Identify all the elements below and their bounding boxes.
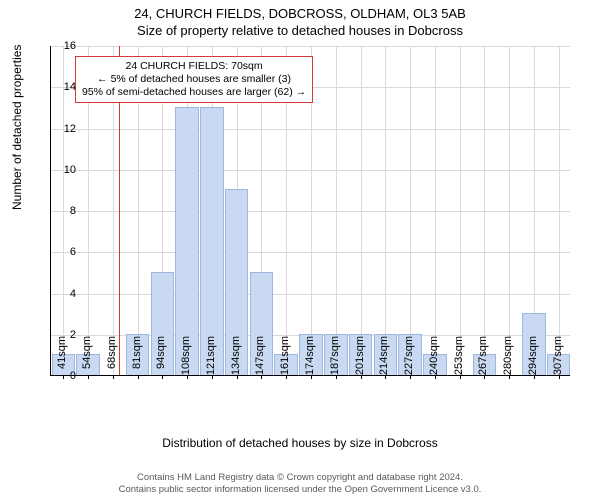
xtick-mark	[187, 375, 188, 379]
xtick-label: 54sqm	[81, 336, 93, 369]
gridline-v	[460, 46, 461, 379]
page-subtitle: Size of property relative to detached ho…	[0, 23, 600, 38]
xtick-label: 108sqm	[180, 336, 192, 375]
gridline-v	[361, 46, 362, 379]
xtick-label: 280sqm	[502, 336, 514, 375]
page-title: 24, CHURCH FIELDS, DOBCROSS, OLDHAM, OL3…	[0, 6, 600, 21]
xtick-mark	[113, 375, 114, 379]
gridline-v	[336, 46, 337, 379]
xtick-mark	[286, 375, 287, 379]
xtick-mark	[509, 375, 510, 379]
xtick-label: 240sqm	[428, 336, 440, 375]
xtick-label: 187sqm	[329, 336, 341, 375]
xtick-mark	[534, 375, 535, 379]
xtick-mark	[460, 375, 461, 379]
gridline-v	[559, 46, 560, 379]
attribution-footer: Contains HM Land Registry data © Crown c…	[0, 472, 600, 496]
xtick-mark	[484, 375, 485, 379]
xtick-label: 227sqm	[403, 336, 415, 375]
x-axis-label: Distribution of detached houses by size …	[0, 436, 600, 450]
xtick-mark	[162, 375, 163, 379]
xtick-label: 201sqm	[354, 336, 366, 375]
footer-line-1: Contains HM Land Registry data © Crown c…	[0, 472, 600, 484]
xtick-label: 81sqm	[131, 336, 143, 369]
ytick-label: 4	[70, 288, 76, 300]
xtick-mark	[435, 375, 436, 379]
ytick-label: 14	[64, 81, 76, 93]
gridline-v	[509, 46, 510, 379]
ytick-label: 6	[70, 246, 76, 258]
xtick-mark	[63, 375, 64, 379]
xtick-label: 147sqm	[254, 336, 266, 375]
ytick-label: 0	[70, 370, 76, 382]
gridline-v	[435, 46, 436, 379]
annotation-line: 24 CHURCH FIELDS: 70sqm	[82, 60, 306, 73]
xtick-label: 214sqm	[378, 336, 390, 375]
annotation-box: 24 CHURCH FIELDS: 70sqm← 5% of detached …	[75, 56, 313, 103]
xtick-mark	[410, 375, 411, 379]
xtick-mark	[559, 375, 560, 379]
xtick-label: 267sqm	[477, 336, 489, 375]
xtick-label: 134sqm	[230, 336, 242, 375]
xtick-label: 294sqm	[527, 336, 539, 375]
xtick-label: 253sqm	[453, 336, 465, 375]
ytick-label: 8	[70, 205, 76, 217]
plot-region: 24 CHURCH FIELDS: 70sqm← 5% of detached …	[50, 46, 570, 376]
xtick-mark	[261, 375, 262, 379]
xtick-mark	[385, 375, 386, 379]
xtick-mark	[311, 375, 312, 379]
xtick-label: 307sqm	[552, 336, 564, 375]
gridline-v	[63, 46, 64, 379]
xtick-mark	[237, 375, 238, 379]
xtick-mark	[88, 375, 89, 379]
ytick-label: 2	[70, 329, 76, 341]
y-axis-label: Number of detached properties	[10, 45, 24, 210]
xtick-label: 161sqm	[279, 336, 291, 375]
ytick-label: 16	[64, 40, 76, 52]
xtick-label: 174sqm	[304, 336, 316, 375]
xtick-label: 68sqm	[106, 336, 118, 369]
gridline-v	[385, 46, 386, 379]
xtick-mark	[336, 375, 337, 379]
annotation-line: ← 5% of detached houses are smaller (3)	[82, 73, 306, 86]
footer-line-2: Contains public sector information licen…	[0, 484, 600, 496]
gridline-v	[484, 46, 485, 379]
xtick-mark	[138, 375, 139, 379]
annotation-line: 95% of semi-detached houses are larger (…	[82, 86, 306, 99]
histogram-bar	[175, 107, 199, 375]
histogram-bar	[200, 107, 224, 375]
gridline-v	[410, 46, 411, 379]
ytick-label: 12	[64, 123, 76, 135]
xtick-label: 121sqm	[205, 336, 217, 375]
xtick-mark	[361, 375, 362, 379]
xtick-label: 94sqm	[155, 336, 167, 369]
xtick-label: 41sqm	[56, 336, 68, 369]
ytick-label: 10	[64, 164, 76, 176]
xtick-mark	[212, 375, 213, 379]
